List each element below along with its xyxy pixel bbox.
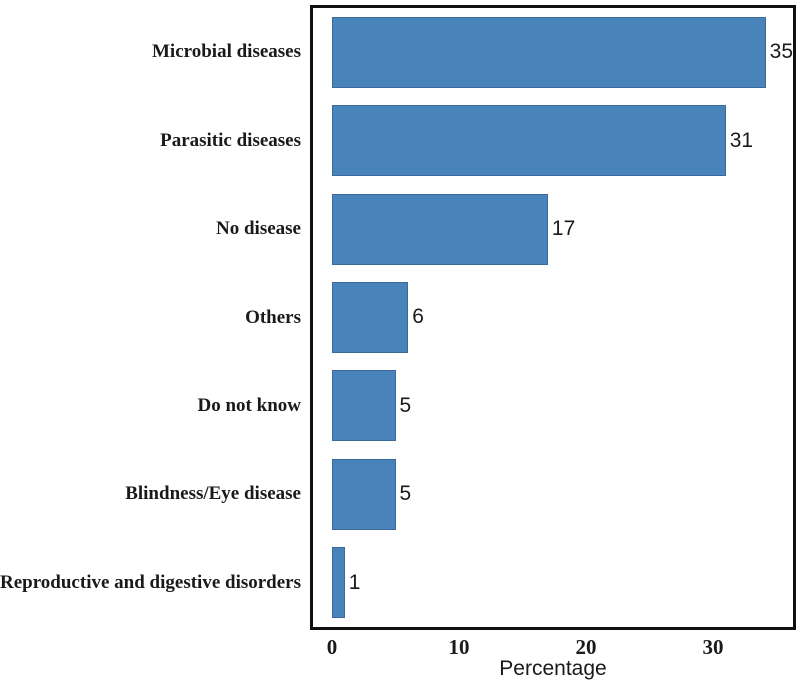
bar [332, 16, 766, 88]
category-label: Blindness/Eye disease [125, 483, 301, 505]
x-tick-label: 10 [448, 635, 470, 659]
bar [332, 547, 345, 619]
category-labels: Microbial diseases Parasitic diseases No d… [0, 8, 301, 627]
category-label: Do not know [197, 394, 301, 416]
category-label: No disease [216, 218, 301, 240]
bar-value-label: 31 [729, 128, 754, 152]
bar [332, 458, 396, 530]
x-tick-label: 0 [326, 635, 338, 659]
category-label: Reproductive and digestive disorders [0, 571, 301, 593]
bar [332, 193, 548, 265]
category-label: Others [245, 306, 301, 328]
x-tick-label: 30 [702, 635, 724, 659]
x-tick-label: 20 [575, 635, 597, 659]
bar-rows: 35 31 17 6 5 5 1 [332, 8, 793, 627]
bar-value-label: 35 [769, 40, 793, 64]
bar-value-label: 17 [551, 217, 576, 241]
bar-value-label: 5 [399, 393, 412, 417]
bar [332, 105, 726, 177]
bar-row: 5 [332, 362, 793, 450]
bar-value-label: 5 [399, 482, 412, 506]
bar-row: 1 [332, 539, 793, 627]
bar-row: 6 [332, 273, 793, 361]
bar-value-label: 6 [412, 305, 424, 329]
bar [332, 370, 396, 442]
bar-value-label: 1 [348, 570, 361, 594]
bar-row: 17 [332, 185, 793, 273]
bar [332, 281, 409, 353]
bar-row: 5 [332, 450, 793, 538]
bar-row: 35 [332, 8, 793, 96]
category-label: Parasitic diseases [160, 129, 301, 151]
x-axis-ticks: 0 10 20 30 [313, 635, 793, 659]
category-label: Microbial diseases [151, 41, 301, 63]
x-axis-title: Percentage [499, 657, 607, 680]
plot-area: 35 31 17 6 5 5 1 [310, 5, 796, 630]
bar-row: 31 [332, 96, 793, 184]
